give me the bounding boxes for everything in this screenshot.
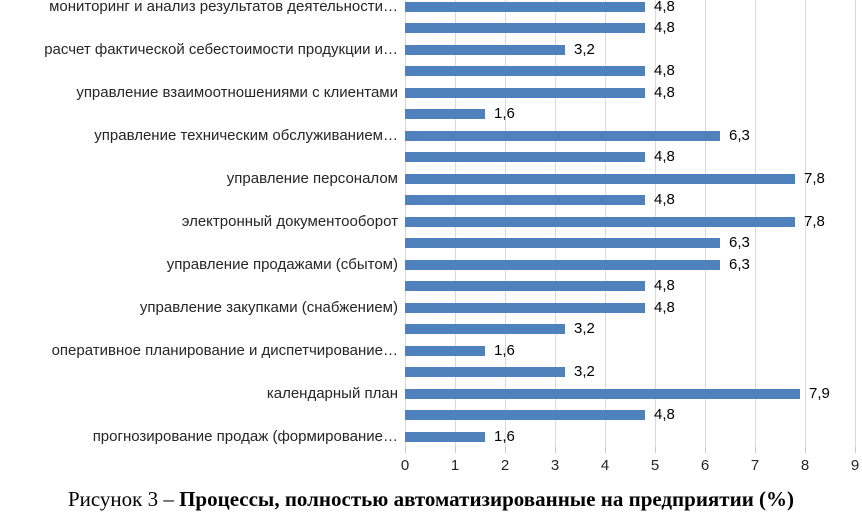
value-label: 4,8 xyxy=(654,62,675,80)
axis-tickmark xyxy=(405,447,406,453)
value-label: 7,8 xyxy=(804,169,825,187)
category-label: расчет фактической себестоимости продукц… xyxy=(44,41,398,59)
x-axis-tick-label: 3 xyxy=(550,457,560,474)
category-label: мониторинг и анализ результатов деятельн… xyxy=(49,0,398,16)
bar xyxy=(405,109,485,120)
bar xyxy=(405,23,645,34)
axis-tickmark xyxy=(755,447,756,453)
bar xyxy=(405,302,645,313)
axis-tickmark xyxy=(705,447,706,453)
x-axis-tick-label: 2 xyxy=(500,457,510,474)
value-label: 3,2 xyxy=(574,363,595,381)
category-label: управление персоналом xyxy=(226,170,398,188)
bar xyxy=(405,130,720,141)
bar xyxy=(405,345,485,356)
x-axis-tick-label: 0 xyxy=(400,457,410,474)
axis-tickmark xyxy=(455,447,456,453)
axis-tickmark xyxy=(805,447,806,453)
axis-tickmark xyxy=(855,447,856,453)
figure-caption: Рисунок 3 – Процессы, полностью автомати… xyxy=(0,487,862,512)
bar xyxy=(405,367,565,378)
bar xyxy=(405,66,645,77)
gridline xyxy=(855,0,856,447)
axis-tickmark xyxy=(555,447,556,453)
x-axis-tick-label: 9 xyxy=(850,457,860,474)
value-label: 4,8 xyxy=(654,19,675,37)
bar xyxy=(405,216,795,227)
value-label: 7,8 xyxy=(804,212,825,230)
value-label: 4,8 xyxy=(654,191,675,209)
x-axis-tick-label: 6 xyxy=(700,457,710,474)
axis-tickmark xyxy=(505,447,506,453)
bar xyxy=(405,1,645,12)
bar xyxy=(405,431,485,442)
caption-prefix: Рисунок 3 – xyxy=(67,487,180,511)
caption-title: Процессы, полностью автоматизированные н… xyxy=(179,487,795,511)
value-label: 3,2 xyxy=(574,40,595,58)
value-label: 1,6 xyxy=(494,427,515,445)
value-label: 4,8 xyxy=(654,406,675,424)
bar xyxy=(405,152,645,163)
category-label: электронный документооборот xyxy=(181,213,398,231)
value-label: 4,8 xyxy=(654,298,675,316)
x-axis-tick-label: 8 xyxy=(800,457,810,474)
value-label: 7,9 xyxy=(809,384,830,402)
value-label: 1,6 xyxy=(494,341,515,359)
category-label: календарный план xyxy=(266,385,398,403)
gridline xyxy=(805,0,806,447)
value-label: 6,3 xyxy=(729,234,750,252)
x-axis-tick-label: 1 xyxy=(450,457,460,474)
bar xyxy=(405,410,645,421)
bar xyxy=(405,173,795,184)
category-label: управление техническим обслуживанием… xyxy=(94,127,398,145)
bar xyxy=(405,44,565,55)
value-label: 6,3 xyxy=(729,126,750,144)
category-label: прогнозирование продаж (формирование… xyxy=(92,428,398,446)
axis-tickmark xyxy=(655,447,656,453)
bar xyxy=(405,195,645,206)
category-label: управление взаимоотношениями с клиентами xyxy=(76,84,398,102)
axis-tickmark xyxy=(605,447,606,453)
value-label: 6,3 xyxy=(729,255,750,273)
bar xyxy=(405,259,720,270)
value-label: 3,2 xyxy=(574,320,595,338)
bar-chart: 0 1 2 3 4 5 6 7 8 9 4,8 мониторинг и анализ результ… xyxy=(44,0,860,474)
value-label: 4,8 xyxy=(654,0,675,15)
x-axis-tick-label: 5 xyxy=(650,457,660,474)
bar xyxy=(405,238,720,249)
bar xyxy=(405,324,565,335)
x-axis-tick-label: 7 xyxy=(750,457,760,474)
bar xyxy=(405,87,645,98)
x-axis-tick-label: 4 xyxy=(600,457,610,474)
category-label: управление закупками (снабжением) xyxy=(139,299,398,317)
category-label: управление продажами (сбытом) xyxy=(166,256,398,274)
value-label: 4,8 xyxy=(654,277,675,295)
value-label: 4,8 xyxy=(654,83,675,101)
category-label: оперативное планирование и диспетчирован… xyxy=(51,342,398,360)
bar xyxy=(405,281,645,292)
value-label: 4,8 xyxy=(654,148,675,166)
bar xyxy=(405,388,800,399)
value-label: 1,6 xyxy=(494,105,515,123)
